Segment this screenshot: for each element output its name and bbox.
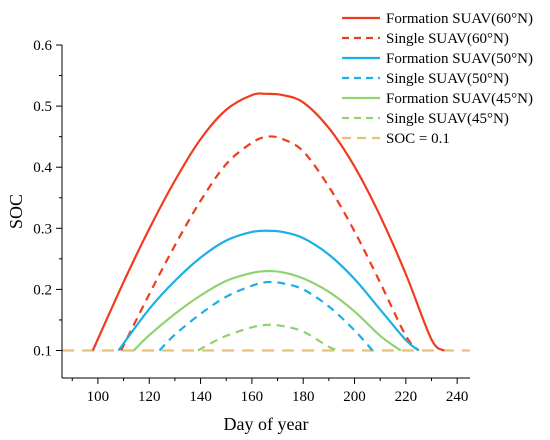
series-lines [62, 92, 470, 352]
series-line-1 [91, 92, 446, 352]
x-tick-label: 140 [189, 389, 212, 405]
x-tick-label: 200 [343, 389, 366, 405]
x-tick-label: 120 [138, 389, 161, 405]
x-tick-label: 240 [446, 389, 469, 405]
x-axis-title: Day of year [224, 414, 309, 434]
y-tick-label: 0.3 [33, 221, 52, 237]
legend: Formation SUAV(60°N) Single SUAV(60°N) For… [342, 11, 533, 147]
y-tick-label: 0.2 [33, 282, 52, 298]
x-tick-label: 160 [241, 389, 264, 405]
y-tick-label: 0.5 [33, 99, 52, 115]
legend-label-1: Formation SUAV(60°N) [386, 11, 533, 27]
legend-label-3: Formation SUAV(50°N) [386, 51, 533, 67]
y-tick-label: 0.1 [33, 344, 52, 360]
legend-label-2: Single SUAV(60°N) [386, 31, 509, 47]
legend-label-6: Single SUAV(45°N) [386, 111, 509, 127]
x-tick-label: 100 [87, 389, 110, 405]
legend-label-5: Formation SUAV(45°N) [386, 91, 533, 107]
y-tick-label: 0.4 [33, 160, 52, 176]
series-line-4 [158, 280, 374, 352]
x-tick-label: 220 [395, 389, 418, 405]
axes: 100 120 140 160 180 200 220 240 0.1 0.2 0.3 0.4 0.5 0… [33, 38, 470, 405]
y-tick-label: 0.6 [33, 38, 52, 54]
series-line-6 [197, 323, 340, 352]
legend-label-4: Single SUAV(50°N) [386, 71, 509, 87]
x-tick-label: 180 [292, 389, 315, 405]
series-line-5 [133, 269, 402, 352]
series-line-2 [120, 135, 420, 352]
series-line-3 [117, 229, 420, 352]
y-axis-title: SOC [6, 194, 26, 229]
legend-label-7: SOC = 0.1 [386, 131, 450, 147]
